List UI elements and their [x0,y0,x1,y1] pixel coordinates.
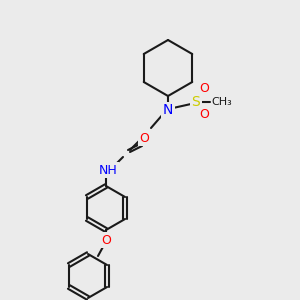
Text: O: O [199,107,209,121]
Text: NH: NH [99,164,117,176]
Text: O: O [199,82,209,94]
Text: CH₃: CH₃ [212,97,233,107]
Text: O: O [139,131,149,145]
Text: S: S [192,95,200,109]
Text: O: O [101,233,111,247]
Text: N: N [163,103,173,117]
